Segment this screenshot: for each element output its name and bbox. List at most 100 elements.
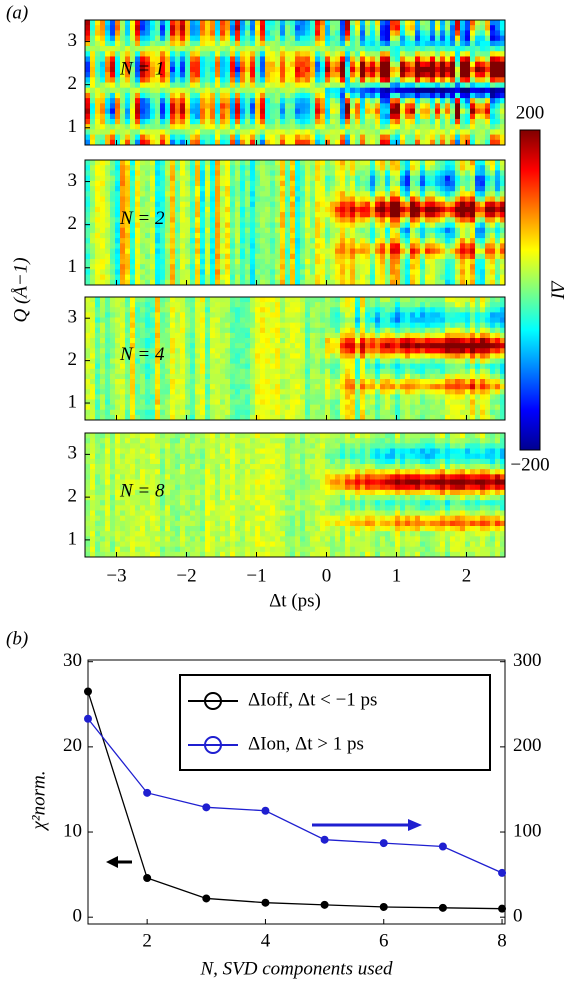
- heatmap-cell: [170, 327, 176, 334]
- heatmap-cell: [485, 243, 491, 250]
- heatmap-cell: [500, 46, 506, 52]
- heatmap-cell: [160, 25, 166, 31]
- heatmap-cell: [340, 92, 346, 99]
- heatmap-cell: [135, 35, 141, 42]
- heatmap-cell: [300, 46, 306, 52]
- heatmap-cell: [335, 232, 341, 239]
- heatmap-cell: [220, 389, 226, 395]
- heatmap-cell: [165, 212, 171, 218]
- heatmap-cell: [455, 196, 461, 203]
- heatmap-cell: [330, 217, 336, 223]
- heatmap-cell: [425, 129, 431, 136]
- heatmap-cell: [370, 175, 376, 182]
- heatmap-cell: [125, 186, 131, 192]
- heatmap-cell: [370, 191, 376, 197]
- heatmap-cell: [260, 358, 266, 365]
- heatmap-cell: [450, 196, 456, 203]
- heatmap-cell: [395, 191, 401, 197]
- heatmap-cell: [135, 217, 141, 223]
- heatmap-cell: [390, 56, 396, 63]
- heatmap-cell: [265, 368, 271, 375]
- heatmap-cell: [430, 25, 436, 31]
- heatmap-cell: [140, 113, 146, 120]
- heatmap-cell: [370, 227, 376, 234]
- heatmap-cell: [435, 77, 441, 83]
- heatmap-cell: [170, 258, 176, 265]
- heatmap-cell: [315, 87, 321, 94]
- heatmap-cell: [130, 77, 136, 83]
- heatmap-cell: [125, 399, 131, 406]
- heatmap-cell: [90, 40, 96, 47]
- heatmap-cell: [150, 222, 156, 229]
- heatmap-cell: [205, 358, 211, 365]
- heatmap-cell: [145, 217, 151, 223]
- heatmap-cell: [455, 227, 461, 234]
- heatmap-cell: [160, 40, 166, 47]
- heatmap-cell: [170, 404, 176, 411]
- heatmap-cell: [395, 274, 401, 281]
- heatmap-cell: [125, 317, 131, 324]
- heatmap-cell: [390, 72, 396, 78]
- heatmap-cell: [470, 30, 476, 37]
- heatmap-cell: [495, 66, 501, 73]
- heatmap-cell: [470, 129, 476, 136]
- heatmap-cell: [100, 358, 106, 365]
- heatmap-cell: [300, 186, 306, 192]
- heatmap-cell: [215, 87, 221, 94]
- heatmap-cell: [435, 222, 441, 229]
- heatmap-cell: [270, 253, 276, 260]
- heatmap-cell: [275, 404, 281, 411]
- heatmap-cell: [95, 307, 101, 313]
- heatmap-cell: [175, 160, 181, 166]
- heatmap-cell: [325, 253, 331, 260]
- heatmap-cell: [235, 248, 241, 255]
- heatmap-cell: [365, 113, 371, 120]
- heatmap-cell: [245, 206, 251, 213]
- heatmap-cell: [255, 170, 261, 177]
- heatmap-cell: [220, 25, 226, 31]
- heatmap-cell: [415, 98, 421, 104]
- heatmap-cell: [170, 269, 176, 276]
- heatmap-cell: [365, 129, 371, 136]
- heatmap-cell: [190, 404, 196, 411]
- heatmap-cell: [90, 353, 96, 359]
- heatmap-cell: [150, 404, 156, 411]
- heatmap-cell: [240, 302, 246, 308]
- heatmap-cell: [435, 201, 441, 208]
- heatmap-cell: [275, 358, 281, 365]
- heatmap-cell: [85, 379, 91, 385]
- heatmap-cell: [435, 66, 441, 73]
- heatmap-cell: [500, 269, 506, 276]
- heatmap-cell: [155, 40, 161, 47]
- heatmap-cell: [150, 384, 156, 390]
- heatmap-cell: [365, 139, 371, 146]
- heatmap-cell: [170, 322, 176, 329]
- heatmap-cell: [195, 379, 201, 385]
- heatmap-cell: [155, 103, 161, 110]
- heatmap-cell: [410, 206, 416, 213]
- heatmap-cell: [225, 124, 231, 130]
- heatmap-cell: [460, 217, 466, 223]
- heatmap-cell: [205, 206, 211, 213]
- heatmap-cell: [85, 191, 91, 197]
- heatmap-cell: [130, 56, 136, 63]
- heatmap-cell: [480, 279, 486, 286]
- heatmap-cell: [225, 404, 231, 411]
- heatmap-cell: [115, 25, 121, 31]
- heatmap-cell: [170, 40, 176, 47]
- heatmap-cell: [205, 302, 211, 308]
- heatmap-cell: [415, 77, 421, 83]
- heatmap-cell: [100, 134, 106, 141]
- heatmap-cell: [270, 165, 276, 171]
- heatmap-cell: [295, 279, 301, 286]
- heatmap-cell: [490, 201, 496, 208]
- heatmap-cell: [210, 82, 216, 89]
- heatmap-cell: [460, 108, 466, 115]
- heatmap-cell: [245, 404, 251, 411]
- heatmap-cell: [365, 279, 371, 286]
- heatmap-cell: [205, 61, 211, 68]
- heatmap-cell: [400, 51, 406, 57]
- heatmap-cell: [220, 82, 226, 89]
- heatmap-cell: [385, 175, 391, 182]
- heatmap-cell: [250, 212, 256, 218]
